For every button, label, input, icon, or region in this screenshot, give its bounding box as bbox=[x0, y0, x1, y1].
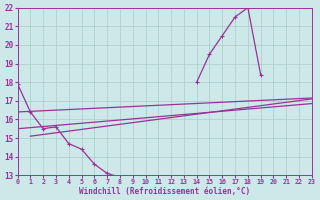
X-axis label: Windchill (Refroidissement éolien,°C): Windchill (Refroidissement éolien,°C) bbox=[79, 187, 250, 196]
